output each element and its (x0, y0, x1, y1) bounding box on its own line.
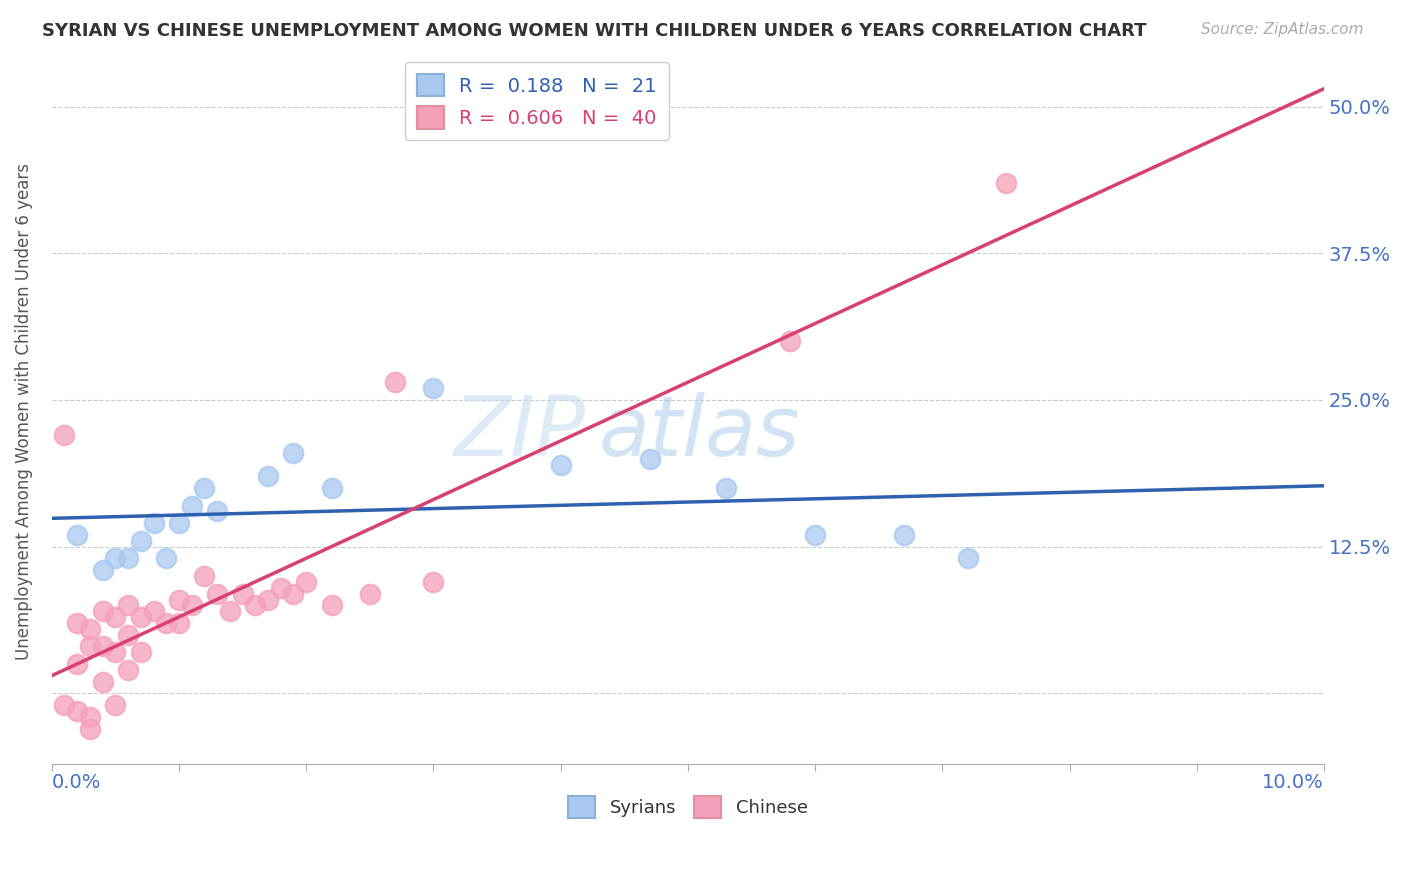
Point (53, 428, 76, 442)
Point (218, 604, 240, 618)
Point (142, 516, 165, 531)
Point (129, 533, 152, 548)
Text: ZIP: ZIP (454, 392, 586, 474)
Text: atlas: atlas (599, 392, 800, 474)
Y-axis label: Unemployment Among Women with Children Under 6 years: Unemployment Among Women with Children U… (15, 163, 32, 660)
Point (142, 604, 165, 618)
Point (104, 610, 127, 624)
Point (245, 599, 267, 613)
Point (205, 587, 228, 601)
Point (270, 581, 292, 595)
Text: 0.0%: 0.0% (52, 773, 101, 792)
Point (804, 528, 827, 542)
Point (79, 710, 101, 724)
Point (66, 615, 89, 630)
Point (91, 640, 114, 654)
Point (129, 610, 152, 624)
Point (321, 599, 343, 613)
Point (893, 528, 915, 542)
Point (232, 587, 254, 601)
Text: 10.0%: 10.0% (1263, 773, 1324, 792)
Point (91, 563, 114, 577)
Point (167, 615, 190, 630)
Point (155, 615, 177, 630)
Point (167, 516, 190, 531)
Point (117, 599, 139, 613)
Point (104, 645, 127, 659)
Point (779, 334, 801, 349)
Point (422, 381, 444, 395)
Point (66, 657, 89, 671)
Point (180, 499, 202, 513)
Point (180, 599, 202, 613)
Point (117, 663, 139, 677)
Point (66, 704, 89, 718)
Point (550, 458, 572, 472)
Point (193, 481, 215, 495)
Point (53, 698, 76, 713)
Point (384, 376, 406, 390)
Legend: Syrians, Chinese: Syrians, Chinese (561, 789, 815, 825)
Point (205, 504, 228, 518)
Point (359, 587, 381, 601)
Point (257, 592, 280, 607)
Point (91, 604, 114, 618)
Point (129, 645, 152, 659)
Point (66, 528, 89, 542)
Point (257, 469, 280, 483)
Point (117, 628, 139, 642)
Point (422, 574, 444, 589)
Point (79, 622, 101, 636)
Point (994, 176, 1017, 190)
Point (167, 592, 190, 607)
Point (104, 551, 127, 566)
Point (283, 446, 305, 460)
Point (295, 574, 318, 589)
Point (79, 722, 101, 736)
Point (714, 481, 737, 495)
Point (638, 451, 661, 466)
Point (193, 569, 215, 583)
Point (117, 551, 139, 566)
Point (79, 640, 101, 654)
Point (91, 674, 114, 689)
Point (104, 698, 127, 713)
Text: Source: ZipAtlas.com: Source: ZipAtlas.com (1201, 22, 1364, 37)
Text: SYRIAN VS CHINESE UNEMPLOYMENT AMONG WOMEN WITH CHILDREN UNDER 6 YEARS CORRELATI: SYRIAN VS CHINESE UNEMPLOYMENT AMONG WOM… (42, 22, 1147, 40)
Point (283, 587, 305, 601)
Point (321, 481, 343, 495)
Point (956, 551, 979, 566)
Point (155, 551, 177, 566)
